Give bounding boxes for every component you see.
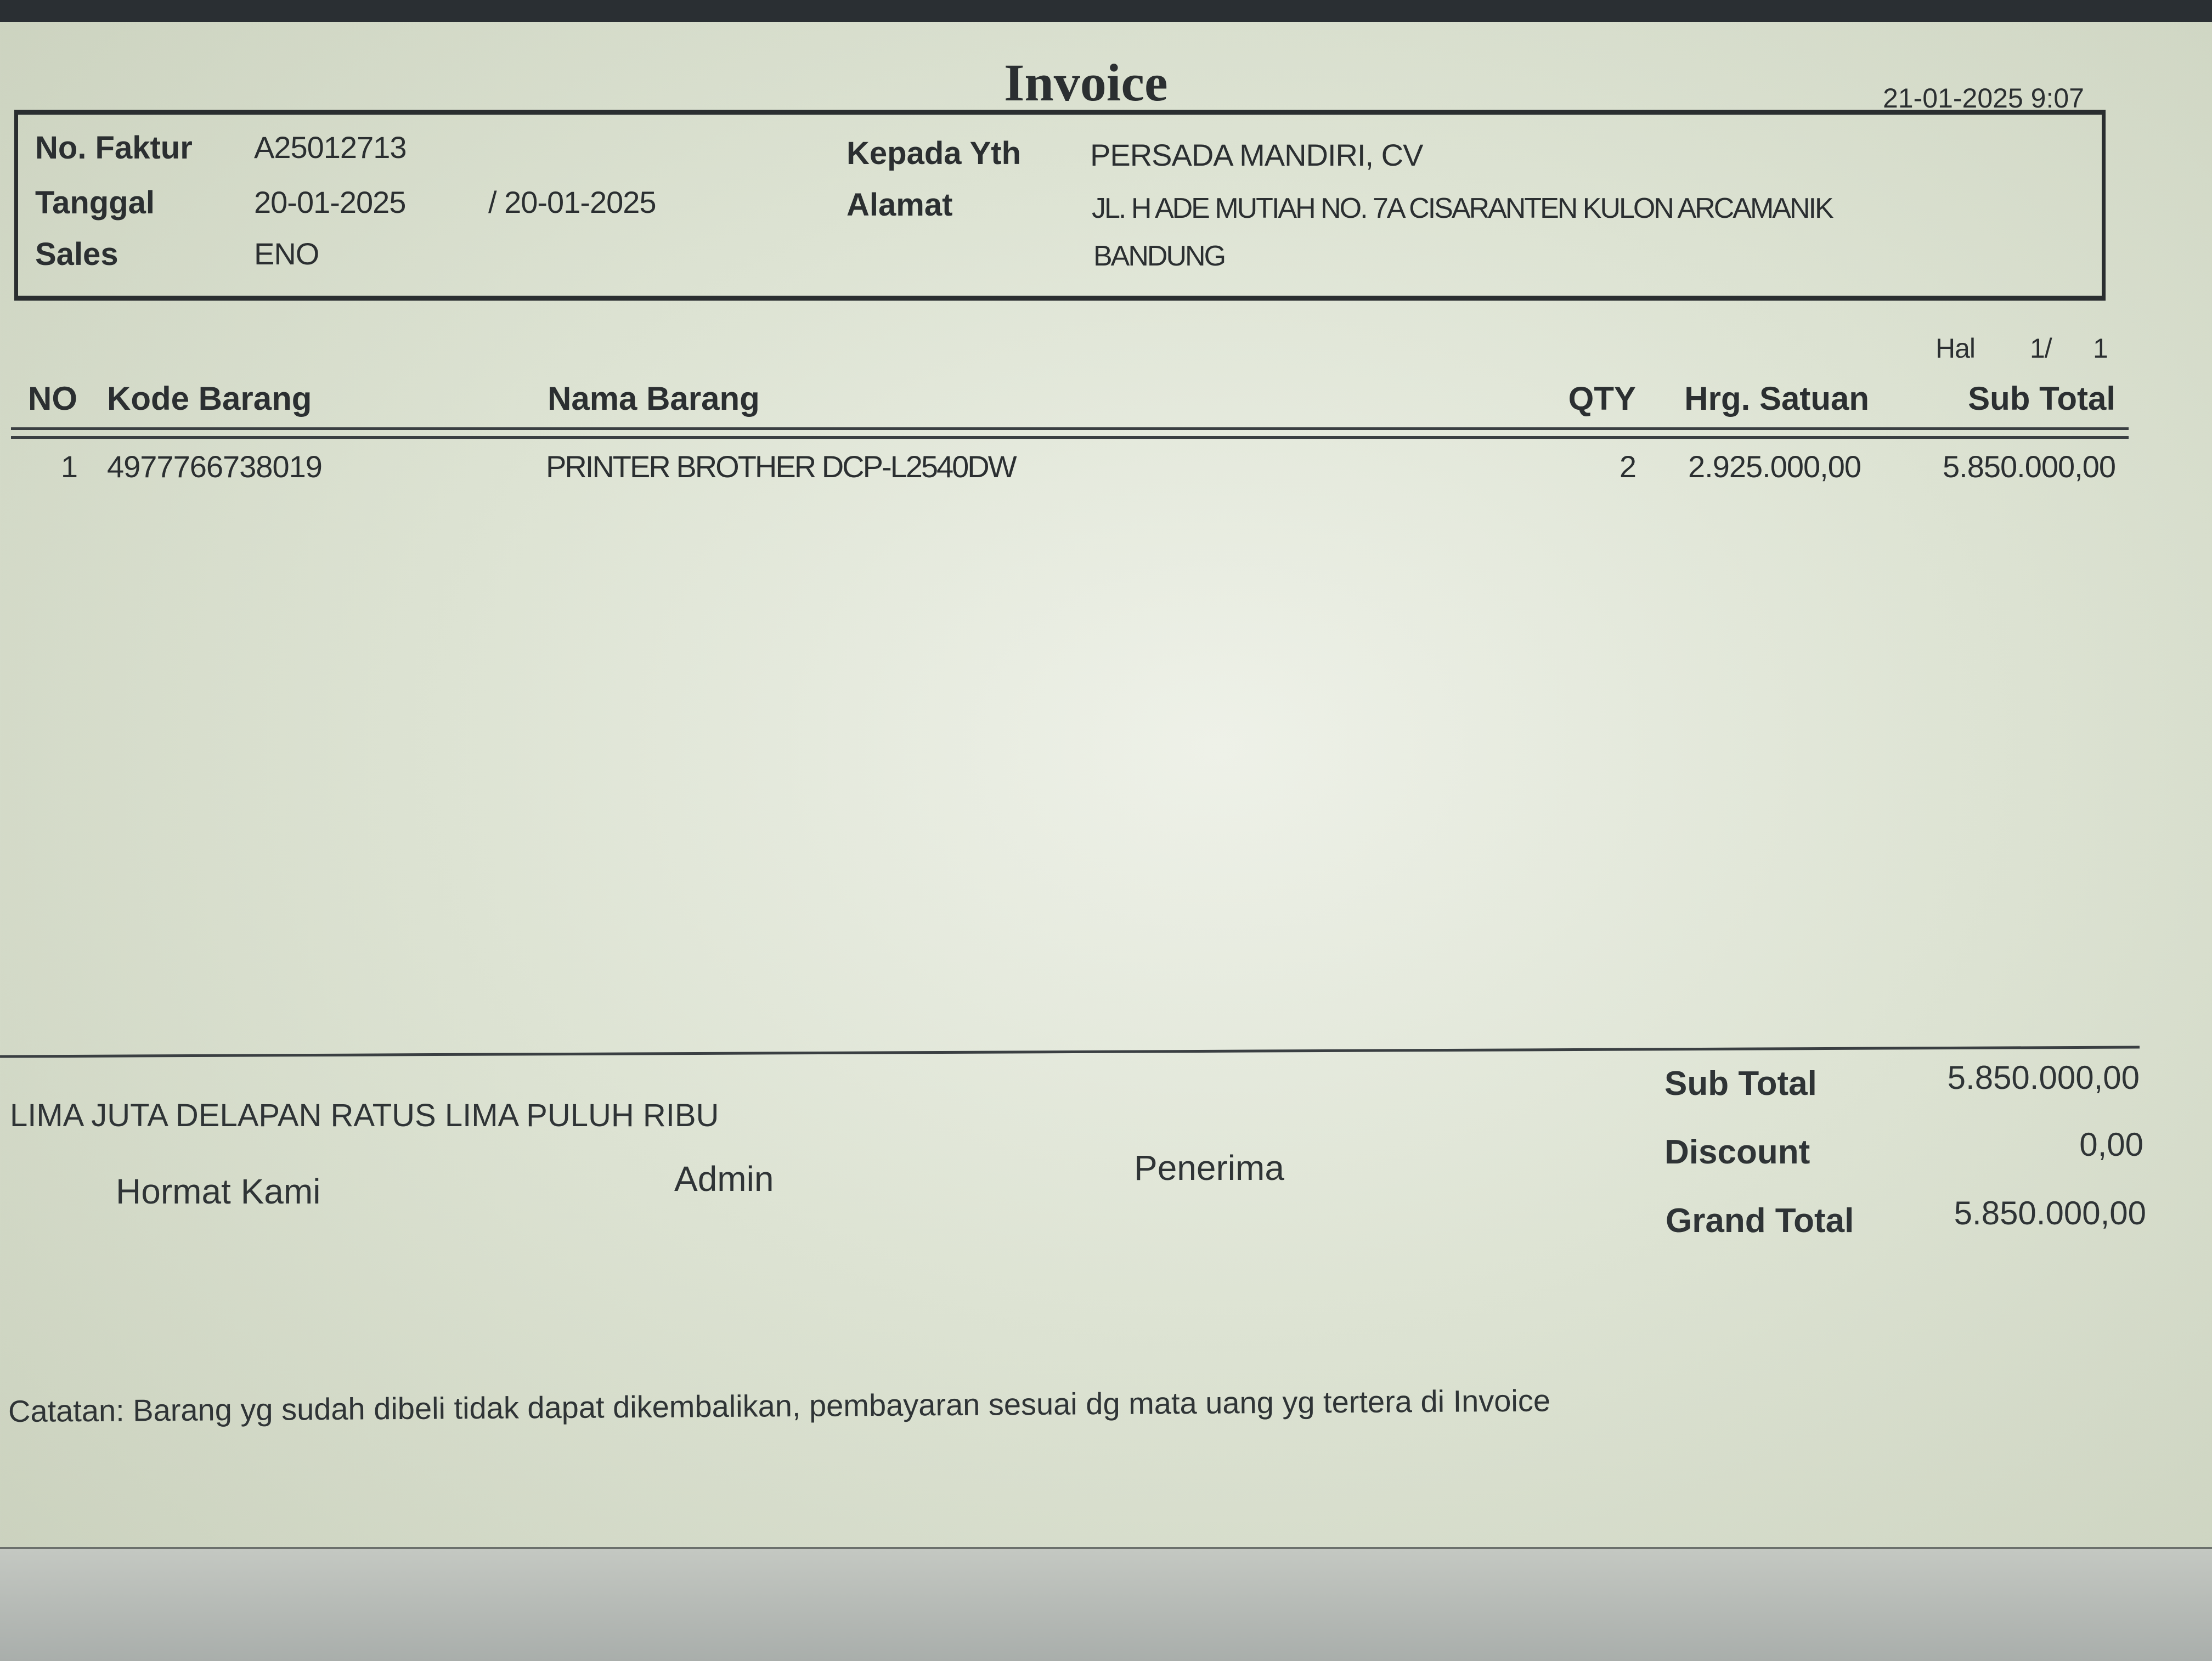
page-total: 1 <box>2093 333 2108 364</box>
sub-total-label: Sub Total <box>1664 1065 1817 1103</box>
header-divider-bottom <box>11 436 2129 439</box>
grand-total-value: 5.850.000,00 <box>1954 1195 2146 1231</box>
screen-bottom-bezel <box>0 1547 2212 1661</box>
discount-value: 0,00 <box>2079 1126 2143 1163</box>
invoice-header-box <box>14 110 2106 301</box>
no-faktur-label: No. Faktur <box>35 130 193 166</box>
hormat-kami-label: Hormat Kami <box>116 1172 321 1211</box>
alamat-line-1: JL. H ADE MUTIAH NO. 7A CISARANTEN KULON… <box>1092 193 1834 224</box>
catatan-note: Catatan: Barang yg sudah dibeli tidak da… <box>8 1383 1551 1428</box>
sales-label: Sales <box>35 236 119 272</box>
footer-divider <box>0 1046 2140 1058</box>
screen-top-bezel <box>0 0 2212 22</box>
discount-label: Discount <box>1664 1133 1810 1171</box>
page-label: Hal <box>1936 333 1976 364</box>
amount-in-words: LIMA JUTA DELAPAN RATUS LIMA PULUH RIBU <box>10 1098 719 1133</box>
tanggal-due-value: / 20-01-2025 <box>488 185 657 219</box>
print-datetime: 21-01-2025 9:07 <box>1883 83 2084 114</box>
grand-total-label: Grand Total <box>1666 1202 1854 1240</box>
penerima-label: Penerima <box>1134 1148 1284 1188</box>
col-kode-barang: Kode Barang <box>107 380 312 417</box>
alamat-label: Alamat <box>847 187 953 223</box>
invoice-title: Invoice <box>1004 53 1168 112</box>
row-kode: 4977766738019 <box>107 449 323 484</box>
row-nama: PRINTER BROTHER DCP-L2540DW <box>546 449 1017 484</box>
admin-label: Admin <box>674 1159 774 1199</box>
col-sub-total: Sub Total <box>1968 380 2115 417</box>
page-current: 1/ <box>2030 333 2052 364</box>
col-qty: QTY <box>1568 380 1636 417</box>
tanggal-label: Tanggal <box>35 185 155 221</box>
sales-value: ENO <box>254 236 319 271</box>
no-faktur-value: A25012713 <box>254 130 407 165</box>
tanggal-value: 20-01-2025 <box>254 185 406 219</box>
header-divider-top <box>11 427 2129 430</box>
sub-total-value: 5.850.000,00 <box>1947 1059 2140 1096</box>
col-harga-satuan: Hrg. Satuan <box>1684 380 1869 417</box>
row-harga: 2.925.000,00 <box>1688 449 1861 484</box>
kepada-label: Kepada Yth <box>847 135 1022 171</box>
row-qty: 2 <box>1619 449 1637 484</box>
alamat-line-2: BANDUNG <box>1093 240 1226 272</box>
kepada-value: PERSADA MANDIRI, CV <box>1090 138 1423 172</box>
row-subtotal: 5.850.000,00 <box>1943 449 2116 484</box>
col-no: NO <box>28 380 77 417</box>
row-no: 1 <box>60 449 78 484</box>
col-nama-barang: Nama Barang <box>548 380 760 417</box>
